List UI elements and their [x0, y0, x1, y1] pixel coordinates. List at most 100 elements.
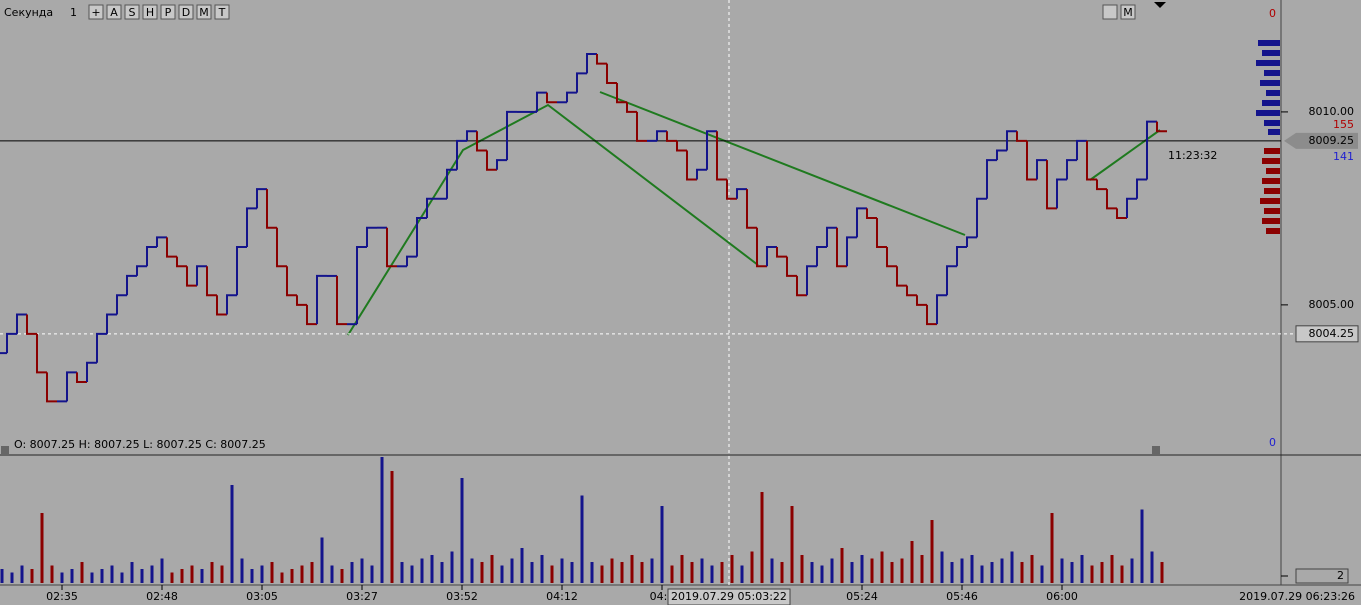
toolbar-button[interactable] [196, 4, 212, 20]
volume-bar [350, 562, 354, 583]
volume-bar [920, 555, 924, 583]
volume-bar [960, 558, 964, 583]
price-step [1026, 140, 1037, 181]
panel-handle[interactable] [1, 446, 9, 454]
price-step [1066, 159, 1077, 180]
price-step [386, 227, 397, 268]
volume-bar [340, 569, 344, 583]
price-step [616, 82, 627, 104]
volume-bar [120, 572, 124, 583]
toolbar-button[interactable] [142, 4, 158, 20]
x-tick-label: 03:52 [446, 590, 478, 603]
price-step [446, 168, 457, 199]
volume-bar [1030, 555, 1034, 583]
price-step [146, 245, 157, 267]
volume-bar [710, 565, 714, 583]
volume-bar [680, 555, 684, 583]
toolbar-button-label: A [110, 6, 118, 19]
volume-bar [930, 520, 934, 583]
volume-bar [110, 565, 114, 583]
volume-bar [610, 558, 614, 583]
cursor-time-box [667, 588, 791, 605]
volume-bar [60, 572, 64, 583]
volume-bar [390, 471, 394, 583]
price-step [86, 361, 97, 383]
volume-bar [510, 558, 514, 583]
price-step [1136, 178, 1147, 199]
volume-bar [20, 565, 24, 583]
volume-bar [970, 555, 974, 583]
ask-total: 155 [1333, 118, 1354, 131]
price-step [826, 226, 837, 247]
volume-bar [1120, 565, 1124, 583]
price-step [606, 63, 617, 84]
price-step [66, 371, 77, 402]
price-step [1146, 120, 1157, 180]
volume-bar [560, 558, 564, 583]
volume-bar [1140, 509, 1144, 583]
x-tick-label: 02:35 [46, 590, 78, 603]
price-step [696, 168, 707, 180]
toolbar-button[interactable] [160, 4, 176, 20]
price-step [756, 227, 767, 268]
volume-bar [770, 558, 774, 583]
volume-bar [760, 492, 764, 583]
bid-bar [1264, 188, 1280, 194]
toolbar-button[interactable] [214, 4, 230, 20]
timeframe-period: 1 [70, 6, 77, 19]
price-step [316, 274, 327, 325]
price-step [806, 265, 817, 296]
volume-bar [870, 558, 874, 583]
toolbar-button-label: T [218, 6, 226, 19]
toolbar-button[interactable] [124, 4, 140, 20]
ask-bar [1262, 100, 1280, 106]
volume-bar [200, 569, 204, 583]
volume-bar [690, 562, 694, 583]
price-step [776, 246, 787, 258]
price-step [106, 313, 117, 334]
volume-tick-box [1295, 568, 1349, 584]
volume-bar [260, 565, 264, 583]
x-tick-label: 04:12 [546, 590, 578, 603]
price-step [586, 53, 597, 74]
volume-bar [1110, 555, 1114, 583]
toolbar-button-label: S [129, 6, 136, 19]
bid-bar [1266, 168, 1280, 174]
x-tick-label: 03:05 [246, 590, 278, 603]
scale-button[interactable] [1102, 4, 1118, 20]
bid-bar [1264, 208, 1280, 214]
volume-tick-label: 2 [1337, 569, 1344, 582]
volume-bar [780, 562, 784, 583]
price-step [1096, 179, 1107, 191]
bid-bar [1262, 178, 1280, 184]
volume-bar [290, 569, 294, 583]
price-step [546, 92, 557, 104]
toolbar-button[interactable] [88, 4, 104, 20]
cursor-time: 2019.07.29 05:03:22 [671, 590, 787, 603]
price-step [946, 265, 957, 296]
price-step [116, 294, 127, 315]
toolbar-button[interactable] [178, 4, 194, 20]
volume-bar [980, 565, 984, 583]
panel-handle[interactable] [1152, 446, 1160, 454]
toolbar-button[interactable] [106, 4, 122, 20]
m-button[interactable] [1120, 4, 1136, 20]
price-step [266, 189, 277, 229]
price-step [976, 197, 987, 238]
price-step [876, 218, 887, 248]
volume-bar [820, 565, 824, 583]
trend-line [599, 91, 966, 236]
price-step [216, 295, 227, 316]
volume-bar [540, 555, 544, 583]
volume-bar [440, 562, 444, 583]
m-button-label: M [1123, 6, 1133, 19]
price-step [226, 294, 237, 315]
price-step [656, 130, 667, 141]
dropdown-arrow[interactable] [1154, 2, 1166, 8]
ask-bar [1256, 60, 1280, 66]
price-step [926, 304, 937, 326]
y-tick-label: 8010.00 [1309, 105, 1355, 118]
order-book [1256, 40, 1280, 234]
